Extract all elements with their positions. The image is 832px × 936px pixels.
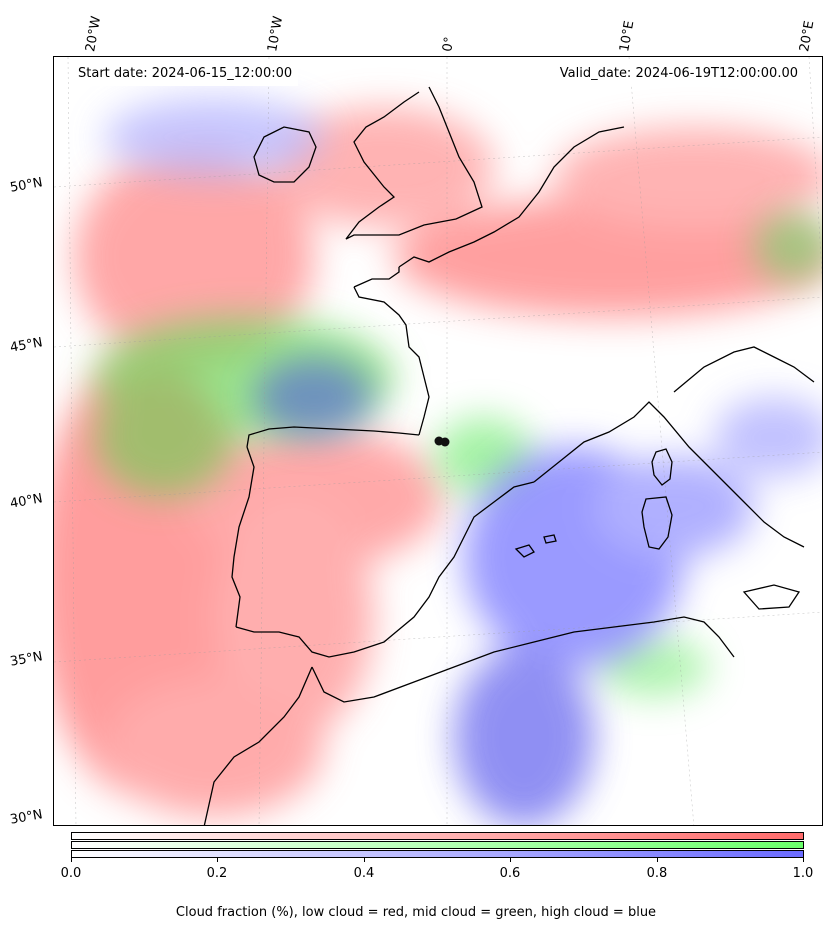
lon-label-10w: 10°W [265, 15, 287, 54]
colorbar-tick [510, 858, 511, 862]
lon-label-10e: 10°E [617, 19, 638, 54]
lat-label-30n: 30°N [8, 807, 44, 828]
colorbar-tick-label: 0.4 [353, 866, 375, 881]
colorbar-low-cloud [71, 832, 804, 840]
colorbar-tick [217, 858, 218, 862]
colorbar-caption: Cloud fraction (%), low cloud = red, mid… [175, 905, 657, 920]
colorbar-tick [803, 858, 804, 862]
high-cloud-field [104, 97, 822, 825]
lat-label-35n: 35°N [8, 649, 44, 670]
colorbar-tick [71, 858, 72, 862]
colorbar-mid-cloud [71, 841, 804, 849]
colorbar-tick-label: 1.0 [792, 866, 814, 881]
lat-label-45n: 45°N [8, 335, 44, 356]
valid-date-label: Valid_date: 2024-06-19T12:00:00.00 [553, 62, 804, 86]
cloud-fraction-map [54, 57, 822, 825]
lat-label-50n: 50°N [8, 175, 44, 196]
colorbar-tick-label: 0.6 [499, 866, 521, 881]
low-cloud-field [54, 107, 822, 817]
colorbar-tick-label: 0.0 [60, 866, 82, 881]
colorbar-tick [657, 858, 658, 862]
lon-label-0: 0° [440, 35, 458, 53]
colorbar-tick [364, 858, 365, 862]
lat-label-40n: 40°N [8, 491, 44, 512]
colorbar-tick-label: 0.8 [646, 866, 668, 881]
lon-label-20e: 20°E [797, 19, 818, 54]
map-panel [53, 56, 823, 826]
start-date-label: Start date: 2024-06-15_12:00:00 [72, 62, 299, 86]
lon-label-20w: 20°W [83, 15, 105, 54]
colorbar-tick-label: 0.2 [206, 866, 228, 881]
colorbar: 0.0 0.2 0.4 0.6 0.8 1.0 [61, 832, 813, 886]
colorbar-ticks: 0.0 0.2 0.4 0.6 0.8 1.0 [61, 858, 813, 886]
colorbar-high-cloud [71, 850, 804, 858]
station-marker [434, 436, 450, 447]
coastlines [203, 86, 815, 825]
